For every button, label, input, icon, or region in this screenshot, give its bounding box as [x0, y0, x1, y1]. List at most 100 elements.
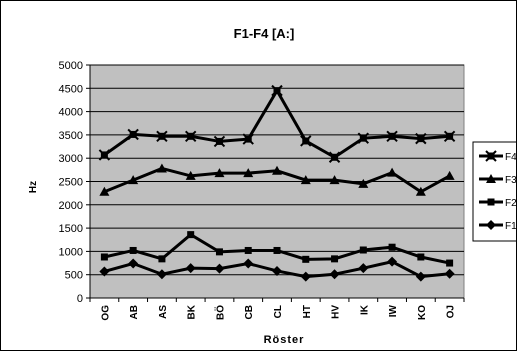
marker-cross — [443, 130, 456, 143]
series-f3-point — [156, 163, 167, 173]
series-f2-point — [129, 246, 137, 254]
series-f3-point — [329, 175, 340, 185]
series-f3-point — [99, 186, 110, 196]
series-f4-point — [184, 130, 197, 143]
series-f2 — [100, 231, 454, 267]
series-f1-point — [243, 258, 254, 269]
series-f3-point — [185, 170, 196, 180]
y-tick-label: 4500 — [59, 83, 83, 95]
series-f2-point — [417, 253, 425, 261]
y-tick-label: 5000 — [59, 60, 83, 72]
marker-diamond — [415, 271, 426, 282]
y-tick-label: 2000 — [59, 200, 83, 212]
series-f2-point — [215, 248, 223, 256]
marker-square — [273, 246, 281, 254]
marker-triangle — [156, 163, 167, 173]
series-f2-point — [388, 243, 396, 251]
legend-label: F4 — [505, 152, 516, 163]
marker-diamond — [185, 263, 196, 274]
marker-square — [417, 253, 425, 261]
x-tick-label: IW — [388, 304, 399, 317]
series-f4-point — [443, 130, 456, 143]
series-f2-point — [359, 246, 367, 254]
y-axis-label: Hz — [28, 181, 39, 193]
marker-cross — [242, 133, 254, 145]
series-f4 — [98, 84, 456, 163]
marker-diamond — [329, 269, 340, 280]
marker-cross — [328, 151, 341, 163]
marker-triangle — [272, 165, 282, 175]
x-tick-label: AS — [158, 305, 169, 319]
marker-triangle — [444, 170, 455, 180]
marker-diamond — [387, 256, 398, 267]
series-f2-point — [244, 246, 252, 254]
marker-square — [187, 231, 195, 239]
marker-triangle — [415, 186, 426, 196]
series-f4-point — [386, 130, 398, 143]
x-tick-label: IK — [359, 304, 370, 315]
legend-label: F2 — [505, 198, 516, 209]
series-f2-point — [302, 255, 310, 263]
series-f2-point — [273, 246, 281, 254]
series-f2-point — [187, 231, 195, 239]
series-f1-point — [387, 256, 398, 267]
marker-diamond — [444, 268, 455, 279]
marker-square — [388, 243, 396, 251]
x-tick-label: CL — [273, 305, 284, 318]
marker-diamond — [99, 266, 110, 277]
series-f4-point — [300, 135, 312, 147]
marker-triangle — [243, 168, 254, 178]
marker-cross — [271, 84, 283, 97]
series-f4-point — [328, 151, 341, 163]
series-f3-point — [128, 175, 139, 185]
y-tick-label: 4000 — [59, 107, 83, 119]
series-f3-point — [444, 170, 455, 180]
legend-marker — [486, 174, 496, 183]
marker-cross — [386, 130, 398, 143]
marker-triangle — [387, 167, 398, 177]
marker-diamond — [486, 220, 496, 230]
marker-cross — [415, 132, 427, 145]
legend-item-f4: F4 — [479, 150, 517, 163]
marker-cross — [98, 149, 111, 161]
series-f3 — [99, 163, 455, 196]
y-tick-label: 0 — [77, 293, 83, 305]
marker-square — [100, 253, 108, 261]
series-f2-point — [446, 259, 454, 267]
series-f4-point — [213, 135, 226, 148]
marker-cross — [213, 135, 226, 148]
marker-diamond — [214, 263, 225, 274]
marker-square — [487, 198, 495, 206]
y-tick-label: 2500 — [59, 177, 83, 189]
series-f1-point — [358, 263, 369, 274]
marker-triangle — [214, 168, 225, 178]
marker-diamond — [128, 258, 139, 269]
legend-label: F3 — [505, 175, 516, 186]
legend-marker — [486, 220, 496, 230]
series-f1-point — [444, 268, 455, 279]
series-f2-point — [158, 255, 166, 263]
marker-square — [302, 255, 310, 263]
series-f4-point — [271, 84, 283, 97]
series-f2-point — [100, 253, 108, 261]
y-tick-label: 500 — [65, 270, 83, 282]
marker-diamond — [272, 265, 282, 276]
series-f4-point — [127, 128, 139, 141]
marker-square — [331, 255, 339, 263]
marker-diamond — [300, 271, 311, 282]
chart-svg: F1-F4 [A:] 0 500 1000 1500 2000 2500 3000 3500 4… — [28, 26, 517, 346]
marker-square — [129, 246, 137, 254]
series-f1-point — [185, 263, 196, 274]
y-tick-label: 1500 — [59, 223, 83, 235]
legend-marker — [485, 150, 497, 162]
marker-diamond — [156, 269, 167, 280]
marker-cross — [485, 150, 497, 162]
y-tick-label: 3000 — [59, 153, 83, 165]
marker-triangle — [358, 178, 369, 188]
series-f3-point — [214, 168, 225, 178]
x-tick-label: BK — [187, 304, 198, 319]
marker-triangle — [128, 175, 139, 185]
series-f3-point — [243, 168, 254, 178]
y-tick-label: 1000 — [59, 246, 83, 258]
